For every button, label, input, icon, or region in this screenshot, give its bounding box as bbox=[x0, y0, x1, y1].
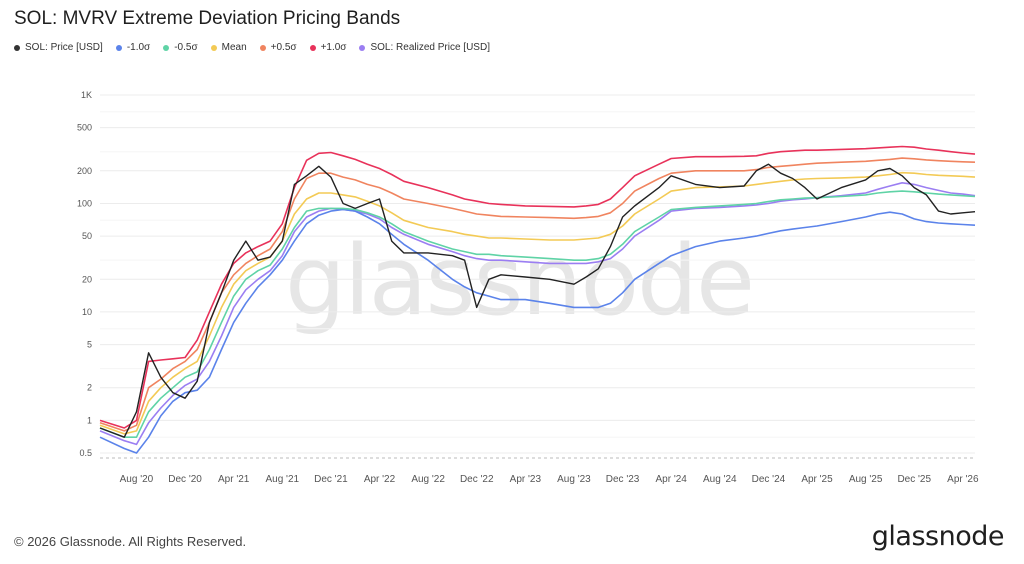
y-tick-label: 2 bbox=[87, 383, 92, 393]
legend-item-plus-1-sigma[interactable]: +1.0σ bbox=[309, 42, 347, 53]
legend-marker bbox=[14, 44, 20, 51]
y-tick-label: 1 bbox=[87, 415, 92, 425]
x-tick-label: Apr '21 bbox=[218, 474, 250, 485]
y-tick-label: 200 bbox=[77, 166, 92, 176]
chart-legend: SOL: Price [USD] -1.0σ -0.5σ Mean +0.5σ … bbox=[14, 42, 490, 53]
x-tick-label: Aug '20 bbox=[120, 474, 154, 485]
x-tick-label: Apr '25 bbox=[801, 474, 833, 485]
x-tick-label: Aug '25 bbox=[849, 474, 883, 485]
series-line-1 bbox=[99, 208, 976, 454]
legend-marker bbox=[309, 44, 316, 51]
legend-label: Mean bbox=[221, 42, 247, 53]
x-tick-label: Aug '22 bbox=[411, 474, 445, 485]
x-tick-label: Apr '22 bbox=[364, 474, 396, 485]
chart-title: SOL: MVRV Extreme Deviation Pricing Band… bbox=[14, 8, 401, 29]
legend-marker bbox=[259, 44, 266, 51]
x-tick-label: Apr '23 bbox=[510, 474, 542, 485]
legend-item-realized-price[interactable]: SOL: Realized Price [USD] bbox=[359, 42, 490, 53]
y-tick-label: 100 bbox=[77, 198, 92, 208]
y-tick-label: 500 bbox=[77, 123, 92, 133]
legend-label: +0.5σ bbox=[270, 42, 297, 53]
x-tick-label: Aug '24 bbox=[703, 474, 737, 485]
y-tick-label: 0.5 bbox=[79, 448, 92, 458]
x-tick-label: Aug '21 bbox=[265, 474, 299, 485]
series-line-6 bbox=[99, 182, 976, 446]
series-line-2 bbox=[99, 190, 976, 439]
legend-item-mean[interactable]: Mean bbox=[210, 42, 247, 53]
x-tick-label: Dec '24 bbox=[752, 474, 786, 485]
legend-label: -0.5σ bbox=[174, 42, 198, 53]
legend-marker bbox=[163, 44, 170, 51]
legend-marker bbox=[359, 44, 366, 51]
legend-marker bbox=[115, 44, 122, 51]
y-tick-label: 20 bbox=[82, 274, 92, 284]
series-line-0 bbox=[99, 163, 976, 438]
legend-label: -1.0σ bbox=[126, 42, 151, 53]
legend-label: +1.0σ bbox=[320, 42, 347, 53]
x-tick-label: Dec '23 bbox=[606, 474, 640, 485]
legend-marker bbox=[210, 44, 217, 51]
series-line-3 bbox=[99, 171, 976, 435]
x-tick-label: Dec '22 bbox=[460, 474, 494, 485]
y-tick-label: 50 bbox=[82, 231, 92, 241]
series-line-5 bbox=[99, 145, 976, 429]
legend-label: SOL: Price [USD] bbox=[25, 42, 103, 53]
x-tick-label: Apr '24 bbox=[655, 474, 687, 485]
series-line-4 bbox=[99, 157, 976, 432]
x-tick-label: Aug '23 bbox=[557, 474, 591, 485]
legend-item-minus-1-sigma[interactable]: -1.0σ bbox=[115, 42, 151, 53]
copyright-footer: © 2026 Glassnode. All Rights Reserved. bbox=[14, 534, 247, 549]
legend-item-price[interactable]: SOL: Price [USD] bbox=[14, 42, 103, 53]
chart-plot-area: 1K 500 200 100 50 20 10 5 2 1 0.5 Aug '20 Dec '20 Apr… bbox=[77, 90, 979, 485]
y-tick-label: 10 bbox=[82, 307, 92, 317]
x-tick-label: Apr '26 bbox=[947, 474, 979, 485]
x-tick-label: Dec '21 bbox=[314, 474, 348, 485]
glassnode-logo: glassnode bbox=[871, 521, 1005, 552]
legend-item-plus-half-sigma[interactable]: +0.5σ bbox=[259, 42, 297, 53]
legend-item-minus-half-sigma[interactable]: -0.5σ bbox=[163, 42, 198, 53]
y-tick-label: 1K bbox=[81, 90, 92, 100]
y-tick-label: 5 bbox=[87, 340, 92, 350]
x-tick-label: Dec '20 bbox=[168, 474, 202, 485]
legend-label: SOL: Realized Price [USD] bbox=[370, 42, 490, 53]
x-tick-label: Dec '25 bbox=[897, 474, 931, 485]
